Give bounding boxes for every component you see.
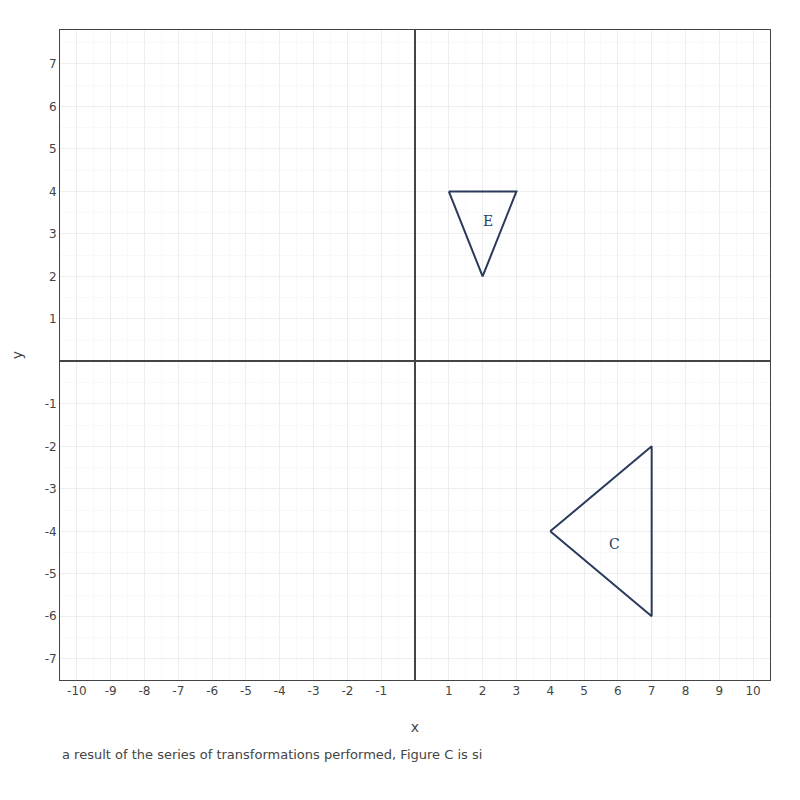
- svg-text:-3: -3: [308, 684, 320, 698]
- svg-text:5: 5: [580, 684, 588, 698]
- svg-text:10: 10: [745, 684, 760, 698]
- svg-text:-1: -1: [375, 684, 387, 698]
- svg-text:4: 4: [546, 684, 554, 698]
- svg-text:9: 9: [715, 684, 723, 698]
- svg-text:-4: -4: [45, 525, 57, 539]
- svg-text:6: 6: [49, 100, 57, 114]
- svg-text:8: 8: [682, 684, 690, 698]
- svg-text:-2: -2: [45, 440, 57, 454]
- svg-text:-2: -2: [341, 684, 353, 698]
- svg-text:1: 1: [49, 312, 57, 326]
- svg-text:6: 6: [614, 684, 622, 698]
- svg-text:-5: -5: [240, 684, 252, 698]
- svg-text:1: 1: [445, 684, 453, 698]
- svg-text:5: 5: [49, 142, 57, 156]
- svg-text:-5: -5: [45, 567, 57, 581]
- svg-text:2: 2: [479, 684, 487, 698]
- svg-text:4: 4: [49, 185, 57, 199]
- svg-text:x: x: [411, 719, 419, 735]
- svg-text:-4: -4: [274, 684, 286, 698]
- svg-text:-9: -9: [105, 684, 117, 698]
- svg-text:y: y: [9, 351, 25, 359]
- svg-text:3: 3: [49, 227, 57, 241]
- svg-text:7: 7: [49, 57, 57, 71]
- svg-text:E: E: [483, 213, 493, 229]
- svg-text:-10: -10: [67, 684, 87, 698]
- svg-text:-7: -7: [45, 652, 57, 666]
- svg-text:a result of the series of tran: a result of the series of transformation…: [62, 747, 482, 762]
- svg-text:7: 7: [648, 684, 656, 698]
- svg-text:-3: -3: [45, 482, 57, 496]
- svg-text:-8: -8: [139, 684, 151, 698]
- svg-text:3: 3: [513, 684, 521, 698]
- svg-text:C: C: [609, 536, 620, 552]
- svg-text:-6: -6: [45, 609, 57, 623]
- svg-text:-1: -1: [45, 397, 57, 411]
- svg-text:-6: -6: [206, 684, 218, 698]
- svg-text:-7: -7: [172, 684, 184, 698]
- svg-text:2: 2: [49, 270, 57, 284]
